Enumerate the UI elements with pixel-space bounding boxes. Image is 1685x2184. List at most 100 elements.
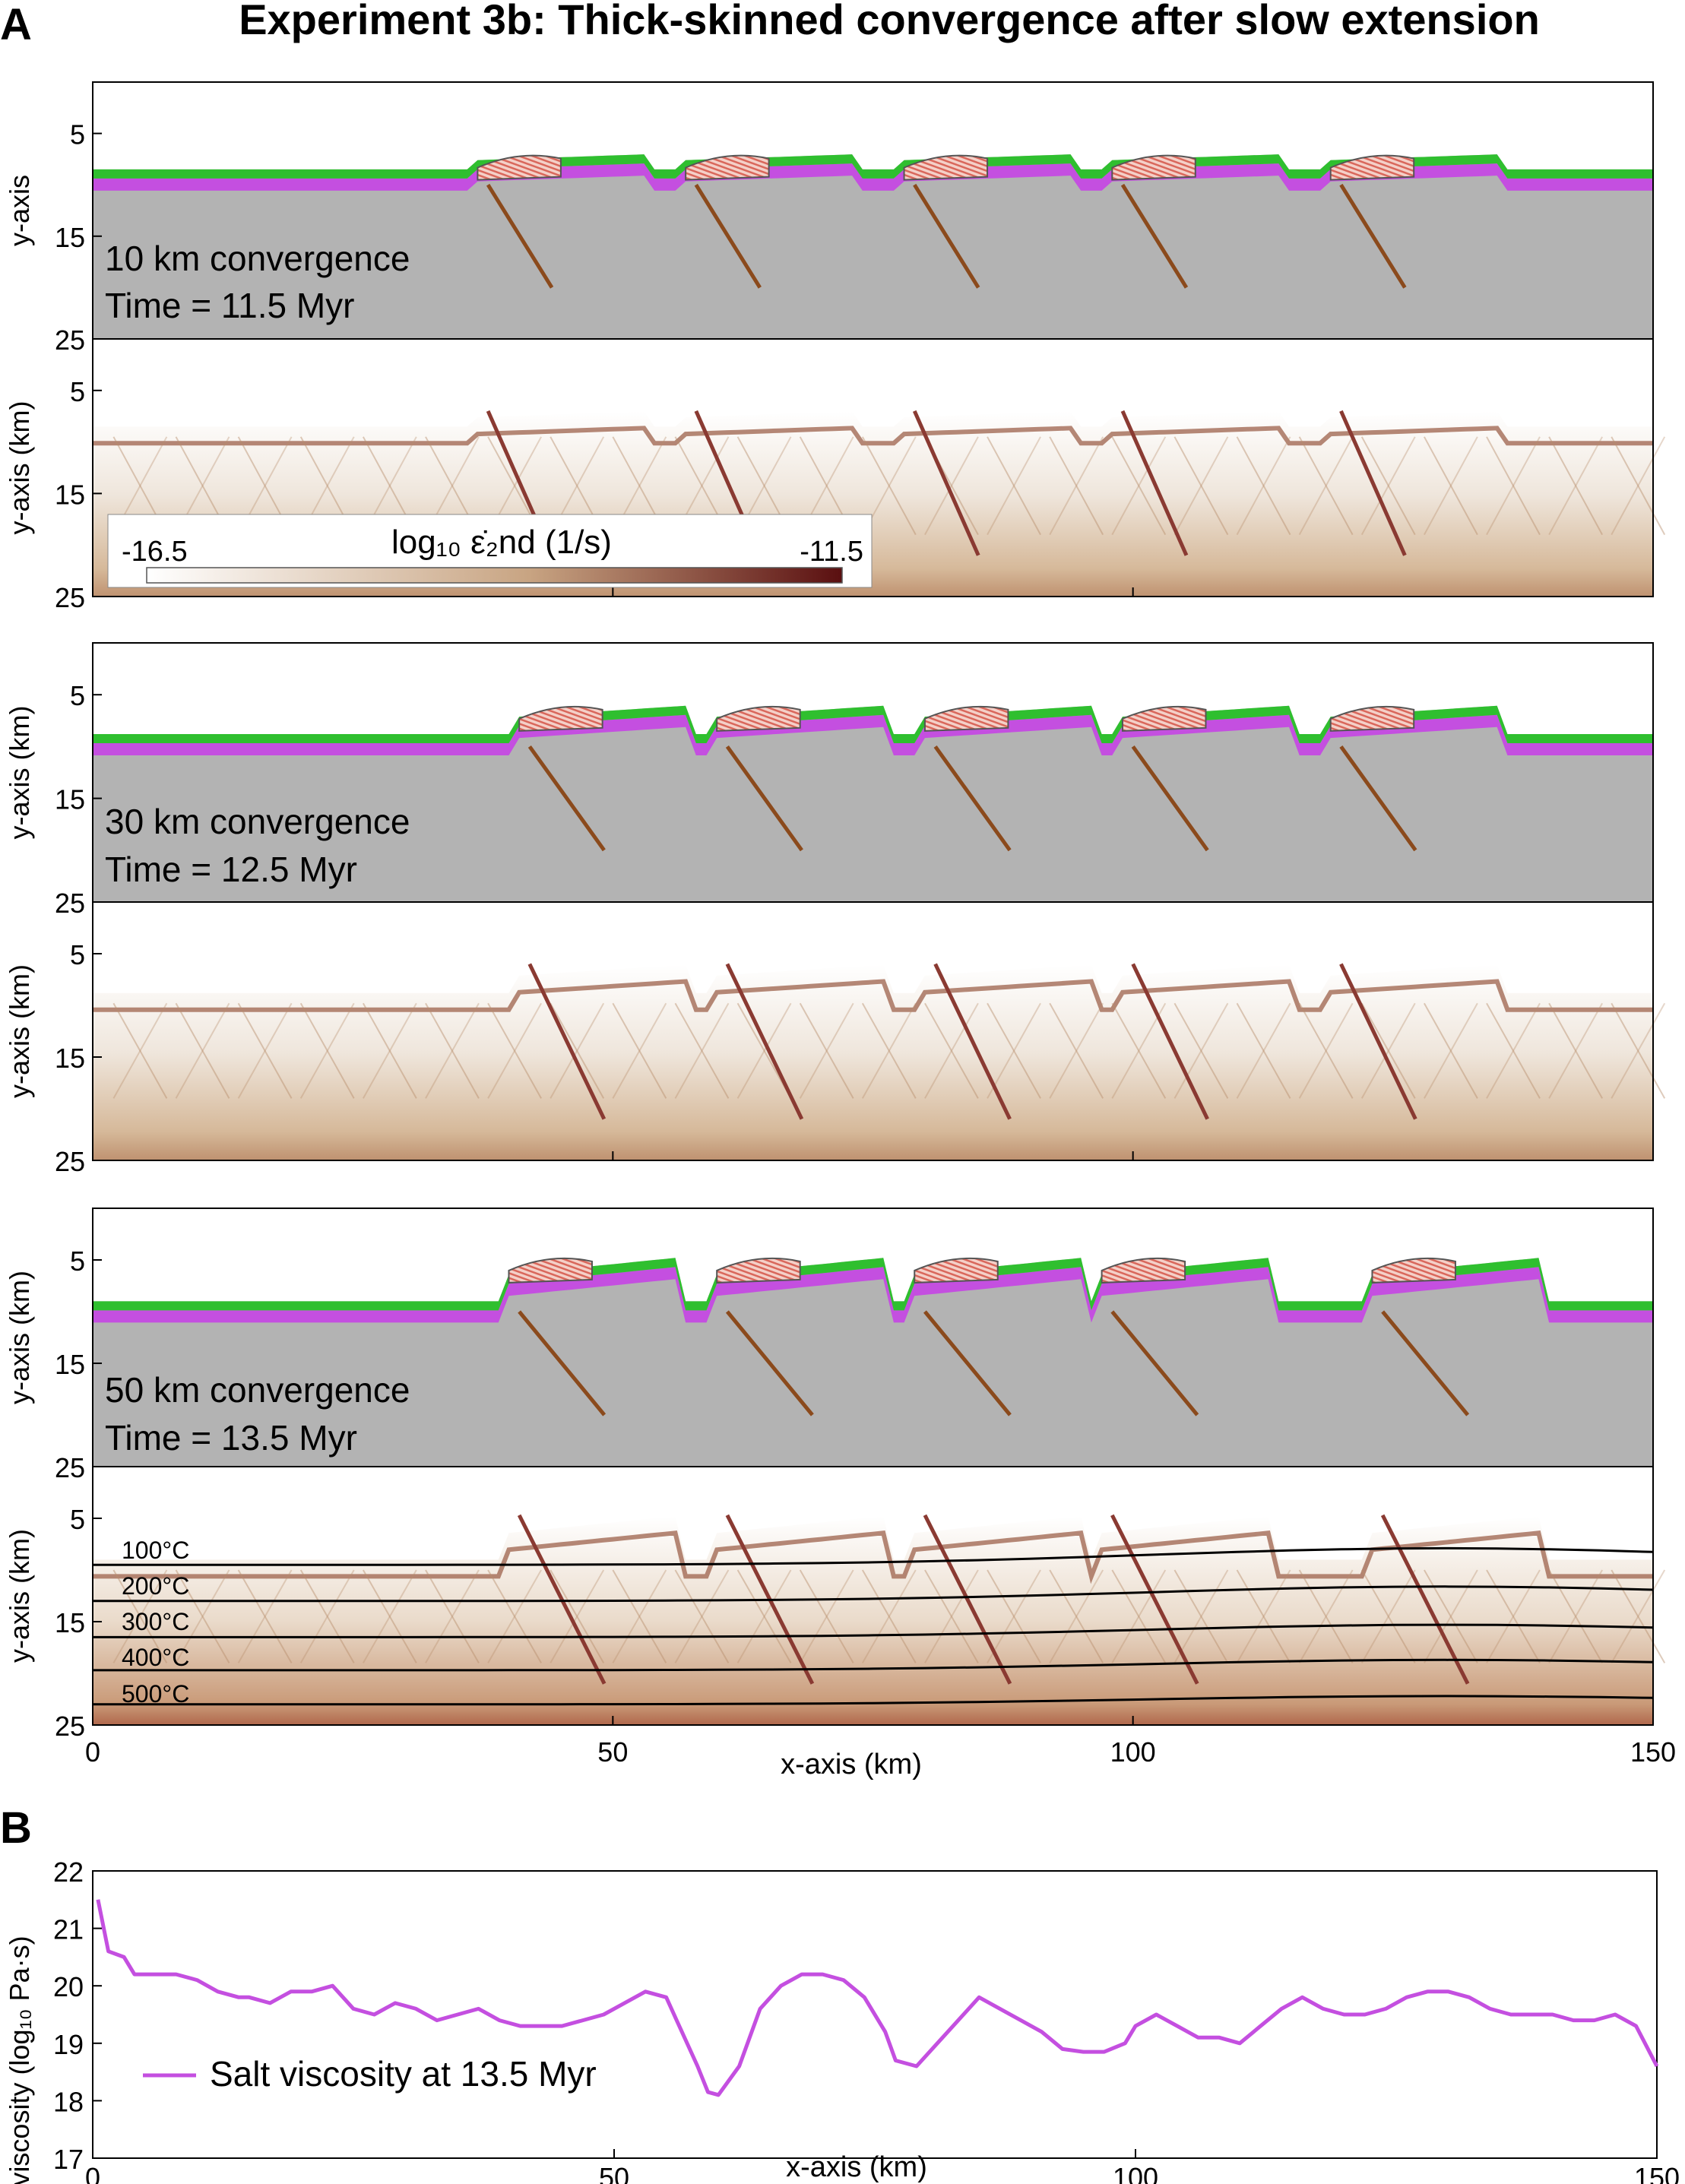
isotherm-label-100: 100°C [122,1537,189,1564]
detachment-shear-band [93,979,1653,1012]
detachment-shear-band [93,426,1653,446]
thrust-block-2 [685,154,770,181]
subpanel-1-mat: 5 15 25 y-axis [4,81,1654,356]
shear-band-38 [1236,1002,1291,1099]
thrust-block-3 [923,705,1009,732]
y-tick-label: 5 [70,939,85,970]
isotherm-label-300: 300°C [122,1608,189,1635]
y-tick-label: 5 [70,1246,85,1277]
thrust-block-1 [518,705,603,732]
subpanel-6-strain: 5 15 25 y-axis (km) [4,1466,1666,1742]
shear-band-44 [1424,1569,1478,1663]
shear-band-20 [674,1002,730,1099]
shear-band-45 [1486,436,1541,536]
shear-band-36 [1173,1002,1229,1099]
fault-3 [913,183,980,289]
panel-label-a: A [0,0,32,49]
y-axis-label: y-axis [4,175,35,246]
thrust-block-2 [716,1257,801,1283]
y-tick-label: 15 [55,784,85,815]
shear-band-44 [1424,1002,1478,1099]
thrust-block-1 [508,1257,593,1283]
fault-strain-1 [517,1514,607,1685]
fault-3 [933,745,1012,852]
panel-b-x-axis-label: x-axis (km) [786,2151,927,2183]
y-axis-label: y-axis (km) [4,1529,35,1663]
fault-strain-4 [1120,410,1189,556]
fault-5 [1339,745,1417,852]
y-axis-label: y-axis (km) [4,401,35,535]
shear-band-42 [1360,1569,1416,1663]
shear-band-9 [362,1002,417,1099]
panel-a-x-axis-label: x-axis (km) [781,1749,922,1780]
shear-band-12 [425,1569,480,1663]
fault-4 [1110,1310,1199,1416]
shear-band-41 [1360,1002,1416,1099]
shear-band-19 [674,1002,730,1099]
y-tick-label: 25 [55,1711,85,1742]
shear-band-38 [1236,1569,1291,1663]
sediment-layer [93,154,1653,179]
fault-4 [1131,745,1209,852]
fault-strain-4 [1131,963,1209,1120]
shear-band-35 [1173,1002,1229,1099]
shear-band-28 [924,436,979,536]
fault-1 [518,1310,607,1416]
shear-band-45 [1486,1569,1541,1663]
isotherm-5 [93,1695,1654,1706]
shear-band-33 [1111,436,1167,536]
y-tick-label: 15 [55,479,85,510]
y-tick-label: 25 [55,1452,85,1483]
shear-band-25 [861,1569,917,1663]
x-tick-label: 100 [1113,2162,1158,2184]
shear-band-14 [487,1569,542,1663]
shear-band-37 [1236,1569,1291,1663]
stage-2-convergence-label: 30 km convergence [105,802,410,841]
y-tick-label: 18 [53,2086,84,2117]
shear-band-10 [362,1002,417,1099]
salt-layer [93,1267,1653,1323]
shear-band-39 [1298,436,1354,536]
shear-band-14 [487,1002,542,1099]
shear-band-36 [1173,1569,1229,1663]
x-tick-label: 100 [1110,1736,1156,1768]
shear-band-17 [612,1002,667,1099]
shear-band-50 [1611,436,1666,536]
colorbar-min-label: -16.5 [122,536,188,568]
isotherm-3 [93,1623,1654,1638]
panel-a-cross-sections: 5 15 25 y-axis 5 15 25 y-axis (km) 5 15 25 y-axis (… [4,81,1676,1768]
shear-band-50 [1611,1002,1666,1099]
shear-band-5 [237,1002,293,1099]
basement-layer [93,154,1653,339]
shear-band-42 [1360,1002,1416,1099]
shear-band-21 [736,1569,792,1663]
shear-band-3 [175,1569,230,1663]
isotherm-label-400: 400°C [122,1644,189,1671]
shear-band-32 [1049,1569,1104,1663]
shear-band-35 [1173,436,1229,536]
shear-band-29 [987,1569,1041,1663]
subpanel-frame [92,338,1654,597]
strain-rate-field [93,1516,1653,1725]
thrust-block-5 [1329,705,1415,732]
shear-band-46 [1486,1569,1541,1663]
isotherm-4 [93,1658,1654,1672]
shear-band-31 [1049,1569,1104,1663]
shear-band-43 [1424,436,1478,536]
strain-rate-field [93,964,1653,1160]
subpanel-frame [92,901,1654,1161]
shear-band-40 [1298,1002,1354,1099]
stage-3-time-label: Time = 13.5 Myr [105,1418,357,1458]
shear-band-25 [861,1002,917,1099]
shear-band-30 [987,436,1041,536]
shear-band-36 [1173,436,1229,536]
shear-band-11 [425,1569,480,1663]
subpanel-4-strain: 5 15 25 y-axis (km) [4,901,1666,1177]
shear-band-29 [987,1002,1041,1099]
shear-band-29 [987,436,1041,536]
shear-band-45 [1486,1002,1541,1099]
fault-strain-5 [1339,963,1417,1120]
thrust-block-4 [1111,154,1196,181]
shear-band-41 [1360,1569,1416,1663]
y-tick-label: 22 [53,1856,84,1888]
